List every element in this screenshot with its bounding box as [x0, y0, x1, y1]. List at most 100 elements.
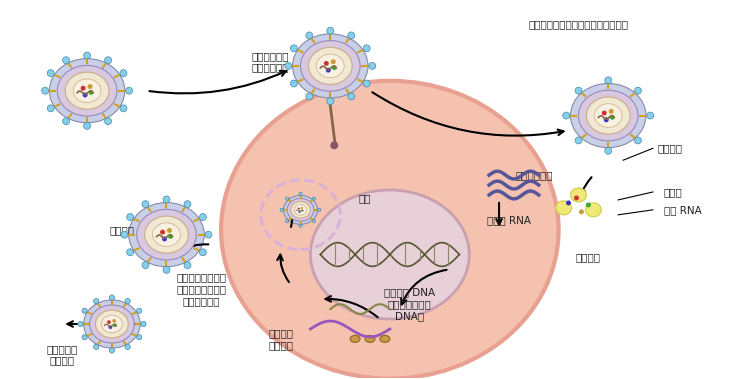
- Circle shape: [162, 236, 167, 241]
- Text: 细胞膜: 细胞膜: [663, 187, 683, 197]
- Circle shape: [286, 219, 289, 222]
- Circle shape: [300, 207, 303, 209]
- Text: 释放病毒: 释放病毒: [109, 225, 134, 235]
- Circle shape: [604, 77, 612, 84]
- Circle shape: [184, 262, 191, 269]
- Ellipse shape: [587, 97, 630, 134]
- Ellipse shape: [585, 203, 601, 217]
- Circle shape: [280, 208, 283, 211]
- Circle shape: [312, 219, 315, 222]
- Circle shape: [77, 321, 83, 327]
- Circle shape: [601, 111, 607, 116]
- Circle shape: [108, 325, 112, 329]
- Circle shape: [41, 87, 49, 94]
- Circle shape: [199, 249, 207, 256]
- Circle shape: [325, 67, 331, 73]
- Text: 新病毒感染
其他细胞: 新病毒感染 其他细胞: [46, 344, 78, 365]
- Circle shape: [575, 87, 582, 94]
- Circle shape: [646, 112, 654, 119]
- Text: 一种病毒进入宿主细胞并复制的过程: 一种病毒进入宿主细胞并复制的过程: [528, 19, 629, 29]
- Ellipse shape: [287, 199, 314, 221]
- Text: 组装: 组装: [358, 193, 370, 203]
- Text: 病毒 RNA: 病毒 RNA: [663, 205, 702, 215]
- Circle shape: [120, 105, 127, 112]
- Circle shape: [586, 202, 591, 207]
- Circle shape: [142, 262, 149, 269]
- Circle shape: [142, 201, 149, 208]
- Circle shape: [113, 323, 117, 327]
- Circle shape: [125, 299, 130, 304]
- Circle shape: [82, 335, 87, 340]
- Ellipse shape: [317, 54, 344, 78]
- Circle shape: [579, 209, 584, 214]
- Circle shape: [301, 210, 303, 212]
- Text: 翻译病毒
表面蛋白: 翻译病毒 表面蛋白: [268, 328, 293, 350]
- Ellipse shape: [365, 335, 375, 342]
- Circle shape: [291, 45, 297, 52]
- Circle shape: [125, 344, 130, 349]
- Circle shape: [306, 93, 313, 100]
- Ellipse shape: [311, 190, 469, 319]
- Circle shape: [63, 57, 69, 64]
- Ellipse shape: [283, 196, 317, 224]
- Circle shape: [297, 208, 300, 210]
- Ellipse shape: [380, 335, 390, 342]
- Text: 病毒体附着到
宿主细胞表面: 病毒体附着到 宿主细胞表面: [252, 51, 289, 73]
- Ellipse shape: [73, 79, 101, 103]
- Circle shape: [163, 266, 170, 273]
- Circle shape: [141, 321, 146, 327]
- Circle shape: [127, 214, 134, 221]
- Circle shape: [199, 214, 207, 221]
- Ellipse shape: [137, 209, 196, 260]
- Circle shape: [137, 308, 142, 313]
- Circle shape: [331, 141, 338, 149]
- Ellipse shape: [65, 72, 109, 109]
- Circle shape: [121, 231, 128, 238]
- Ellipse shape: [308, 47, 352, 85]
- Circle shape: [83, 122, 91, 129]
- Circle shape: [109, 348, 114, 353]
- Circle shape: [127, 249, 134, 256]
- Ellipse shape: [570, 83, 646, 147]
- Ellipse shape: [58, 66, 117, 116]
- Circle shape: [47, 70, 54, 77]
- Circle shape: [348, 93, 355, 100]
- Ellipse shape: [153, 223, 180, 246]
- Circle shape: [609, 109, 614, 114]
- Ellipse shape: [95, 310, 128, 338]
- Ellipse shape: [145, 216, 188, 253]
- Ellipse shape: [89, 305, 134, 343]
- Circle shape: [331, 59, 336, 64]
- Circle shape: [89, 90, 94, 95]
- Circle shape: [299, 193, 302, 196]
- Circle shape: [332, 65, 337, 70]
- Ellipse shape: [294, 205, 307, 215]
- Circle shape: [363, 45, 370, 52]
- Circle shape: [604, 147, 612, 154]
- Circle shape: [327, 27, 334, 34]
- Circle shape: [286, 197, 289, 200]
- Ellipse shape: [221, 81, 559, 379]
- Circle shape: [635, 137, 641, 144]
- Circle shape: [285, 63, 292, 69]
- Ellipse shape: [300, 41, 360, 91]
- Circle shape: [563, 112, 570, 119]
- Ellipse shape: [128, 203, 204, 267]
- Text: 转录成 RNA: 转录成 RNA: [487, 215, 531, 225]
- Circle shape: [168, 234, 173, 239]
- Ellipse shape: [594, 104, 622, 127]
- Circle shape: [125, 87, 133, 94]
- Circle shape: [105, 118, 111, 125]
- Circle shape: [348, 32, 355, 39]
- Circle shape: [318, 208, 321, 211]
- Circle shape: [83, 52, 91, 59]
- Circle shape: [80, 86, 86, 91]
- Circle shape: [205, 231, 212, 238]
- Circle shape: [604, 117, 609, 122]
- Circle shape: [94, 299, 99, 304]
- Circle shape: [94, 344, 99, 349]
- Circle shape: [327, 98, 334, 105]
- Ellipse shape: [102, 315, 123, 333]
- Circle shape: [298, 211, 300, 213]
- Circle shape: [83, 92, 88, 97]
